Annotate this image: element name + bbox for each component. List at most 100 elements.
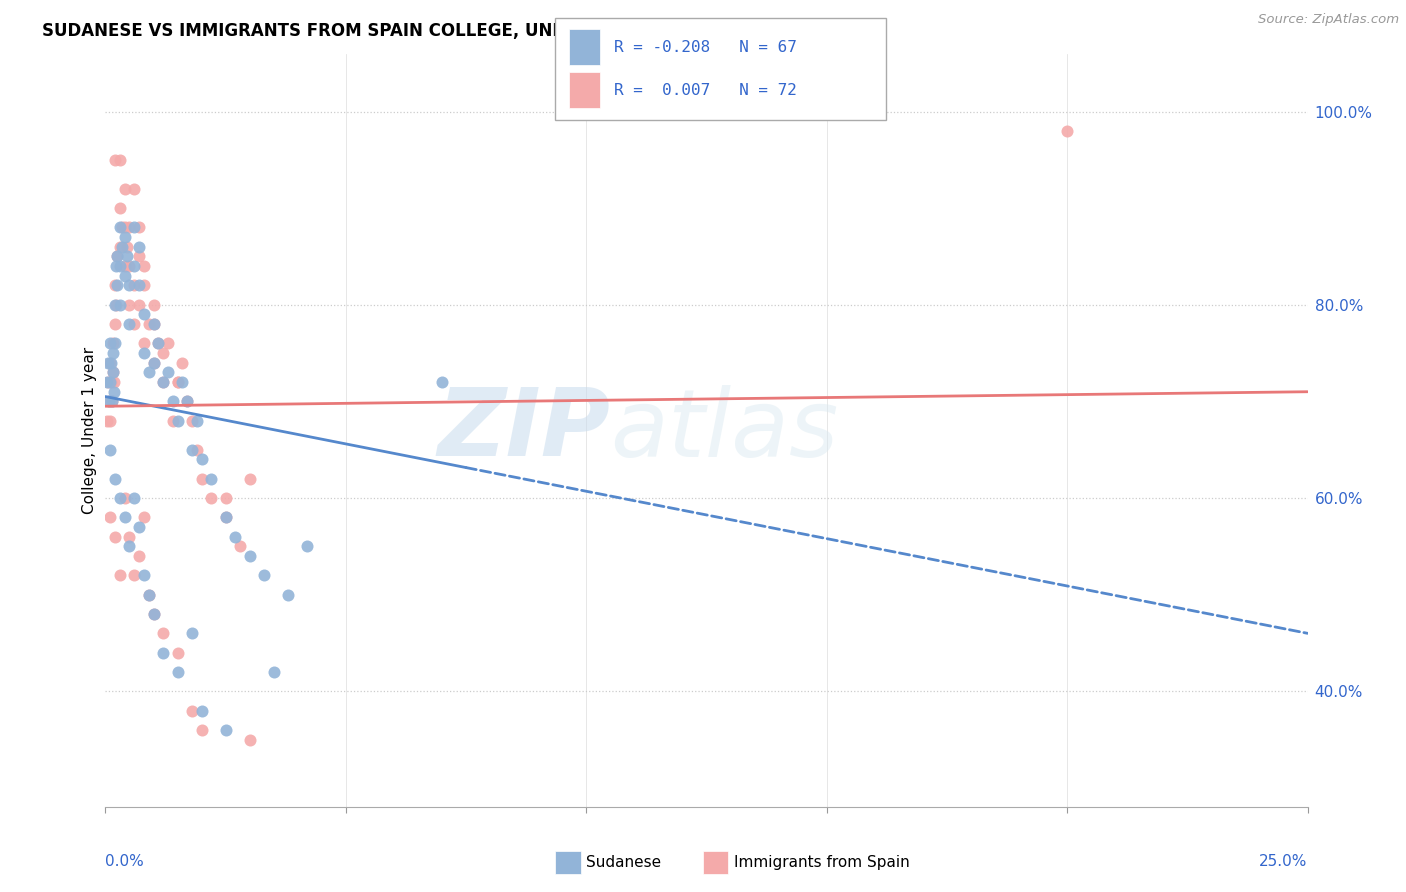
Point (239, 472, 262, 486)
Point (104, 153, 127, 167)
Point (132, 510, 155, 524)
Point (132, 336, 155, 351)
Point (138, 588, 160, 602)
Point (128, 250, 150, 264)
Point (114, 259, 136, 273)
Point (200, 472, 222, 486)
Point (239, 732, 262, 747)
Point (166, 375, 188, 389)
Point (104, 278, 127, 293)
Point (190, 723, 212, 737)
Text: ZIP: ZIP (437, 384, 610, 476)
Point (107, 250, 129, 264)
Text: R = -0.208   N = 67: R = -0.208 N = 67 (614, 40, 797, 54)
Point (124, 259, 146, 273)
Point (181, 704, 204, 718)
Point (115, 250, 138, 264)
Point (156, 366, 179, 380)
Point (186, 414, 208, 428)
Point (162, 394, 184, 409)
Point (100, 394, 122, 409)
Point (1056, 124, 1078, 138)
Point (115, 240, 138, 254)
Point (103, 375, 125, 389)
Point (114, 182, 136, 196)
Point (114, 230, 136, 244)
Point (162, 414, 184, 428)
Point (152, 346, 174, 360)
Point (97, 375, 120, 389)
Point (108, 153, 131, 167)
Text: 25.0%: 25.0% (1260, 854, 1308, 869)
Point (214, 510, 236, 524)
Text: atlas: atlas (610, 384, 838, 476)
Text: SUDANESE VS IMMIGRANTS FROM SPAIN COLLEGE, UNDER 1 YEAR CORRELATION CHART: SUDANESE VS IMMIGRANTS FROM SPAIN COLLEG… (42, 22, 868, 40)
Point (104, 317, 127, 331)
Point (108, 259, 131, 273)
Point (239, 549, 262, 563)
Point (111, 220, 134, 235)
Point (101, 346, 124, 360)
Point (181, 414, 204, 428)
Point (142, 356, 165, 370)
Point (152, 375, 174, 389)
Point (142, 317, 165, 331)
Point (108, 240, 131, 254)
Point (152, 646, 174, 660)
Point (152, 375, 174, 389)
Point (108, 491, 131, 505)
Point (166, 375, 188, 389)
Point (118, 220, 141, 235)
Point (138, 588, 160, 602)
Point (128, 520, 150, 534)
Point (111, 240, 134, 254)
Point (214, 723, 236, 737)
Point (114, 491, 136, 505)
Point (181, 442, 204, 457)
Point (224, 530, 246, 544)
Point (430, 375, 453, 389)
Point (104, 530, 127, 544)
Point (176, 394, 198, 409)
Point (128, 240, 150, 254)
Point (214, 510, 236, 524)
Point (118, 539, 141, 553)
Point (108, 568, 131, 582)
Point (263, 665, 285, 679)
Point (176, 394, 198, 409)
Point (152, 626, 174, 640)
Point (104, 336, 127, 351)
Point (101, 336, 124, 351)
Point (128, 278, 150, 293)
Point (107, 250, 129, 264)
Point (124, 278, 146, 293)
Point (114, 268, 136, 283)
Point (132, 346, 155, 360)
Point (114, 220, 136, 235)
Point (142, 317, 165, 331)
Point (181, 626, 204, 640)
Point (166, 646, 188, 660)
Point (101, 366, 124, 380)
Point (138, 366, 160, 380)
Point (118, 530, 141, 544)
Point (108, 201, 131, 215)
Point (96, 375, 118, 389)
Point (253, 568, 276, 582)
Point (98, 394, 121, 409)
Point (104, 298, 127, 312)
Point (97, 356, 120, 370)
Point (96, 414, 118, 428)
Point (142, 607, 165, 621)
Point (124, 220, 146, 235)
Point (190, 472, 212, 486)
Point (100, 375, 122, 389)
Point (132, 568, 155, 582)
Point (108, 220, 131, 235)
Point (124, 317, 146, 331)
Point (142, 298, 165, 312)
Point (98, 375, 121, 389)
Y-axis label: College, Under 1 year: College, Under 1 year (82, 347, 97, 514)
Point (98, 414, 121, 428)
Text: 0.0%: 0.0% (105, 854, 145, 869)
